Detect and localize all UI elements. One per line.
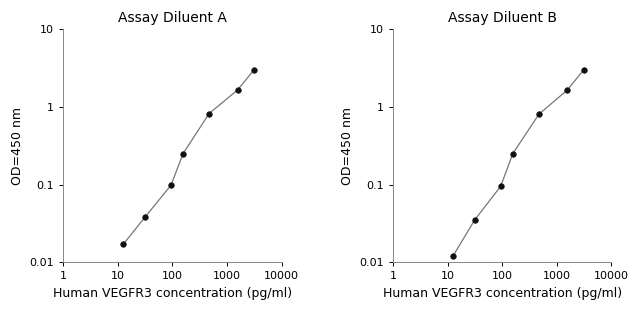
Y-axis label: OD=450 nm: OD=450 nm (341, 107, 354, 185)
Title: Assay Diluent A: Assay Diluent A (118, 11, 227, 25)
Y-axis label: OD=450 nm: OD=450 nm (11, 107, 24, 185)
X-axis label: Human VEGFR3 concentration (pg/ml): Human VEGFR3 concentration (pg/ml) (53, 287, 292, 300)
Title: Assay Diluent B: Assay Diluent B (448, 11, 557, 25)
X-axis label: Human VEGFR3 concentration (pg/ml): Human VEGFR3 concentration (pg/ml) (383, 287, 622, 300)
